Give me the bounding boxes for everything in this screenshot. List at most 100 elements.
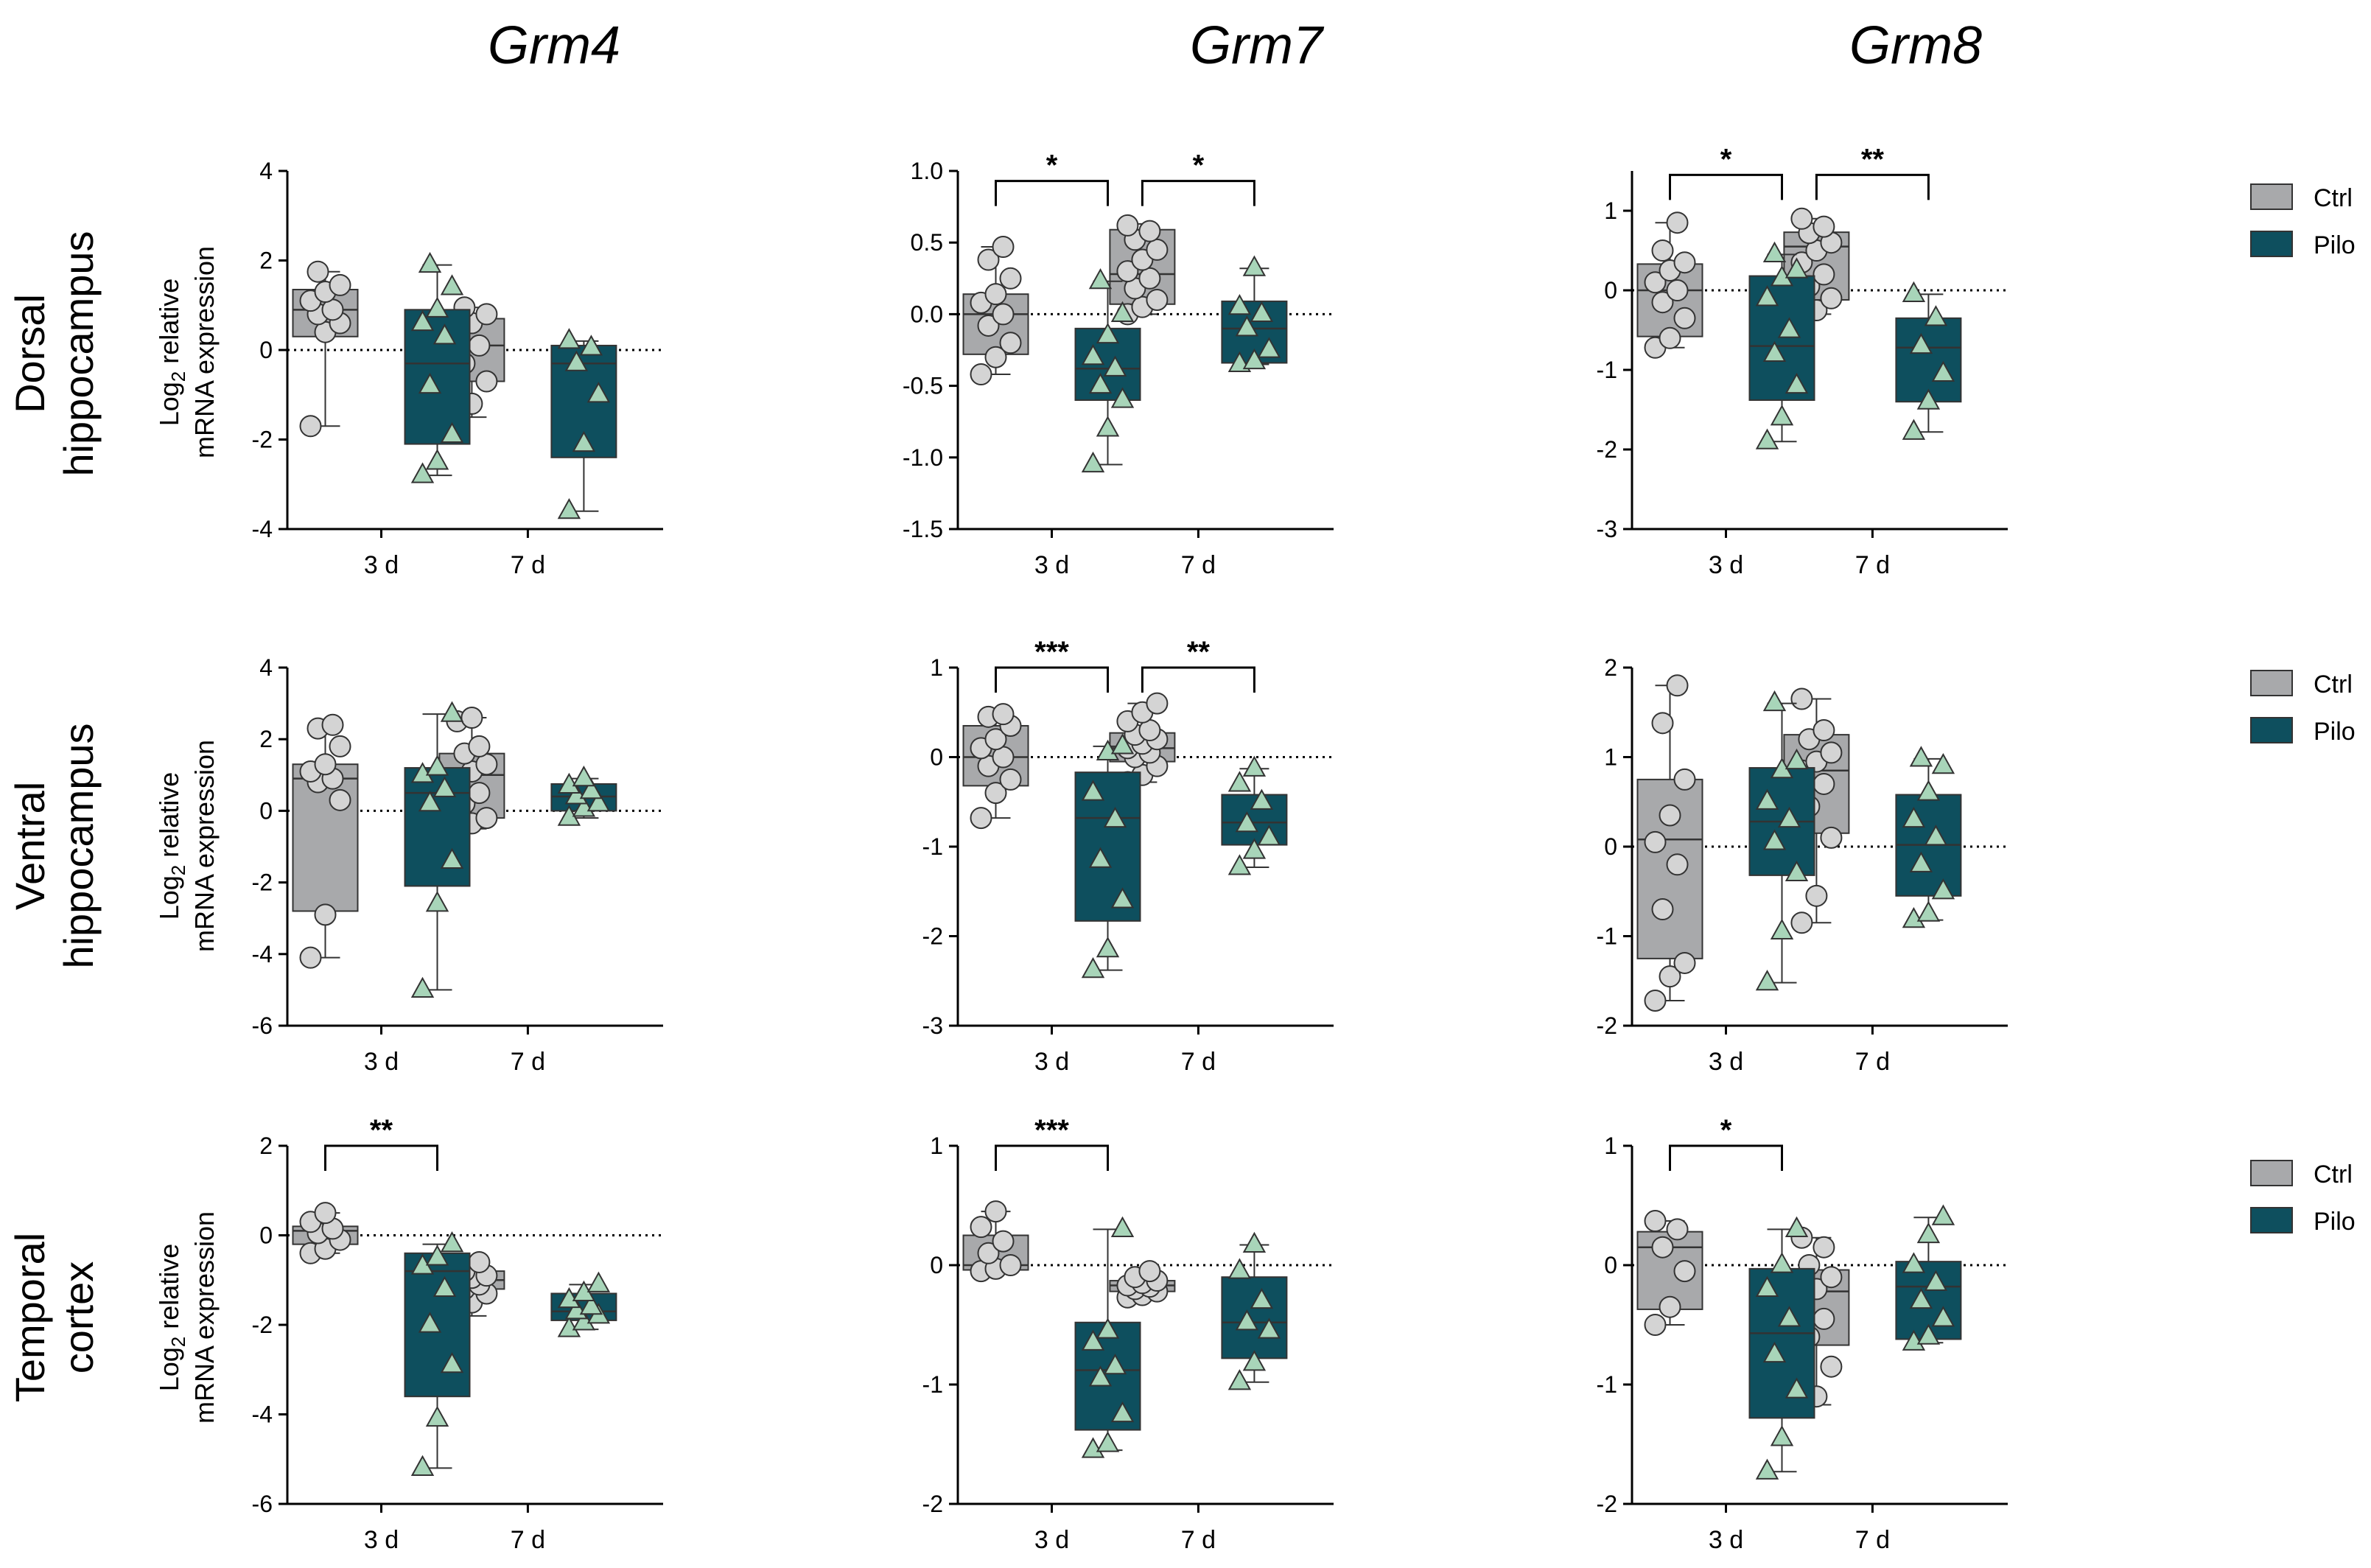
data-point-circle [475, 303, 498, 326]
panel-grm8-ventral: -2 -1 0 1 2 3 d 7 d [1597, 654, 2008, 1076]
data-point-triangle [1096, 416, 1120, 437]
data-point-circle [977, 248, 1000, 271]
data-point-triangle [1242, 1350, 1267, 1371]
data-point-triangle [1931, 752, 1955, 774]
data-point-circle [999, 332, 1022, 354]
panel-grm4-ventral: -6 -4 -2 0 2 4 3 d 7 d [252, 654, 663, 1076]
bracket-line [1141, 180, 1255, 206]
data-point-triangle [579, 1294, 603, 1315]
significance-label: ** [1861, 143, 1885, 175]
data-point-triangle [572, 765, 596, 787]
y-tick-label: -3 [922, 1012, 943, 1039]
significance-bracket: * [1669, 1114, 1783, 1171]
data-point-circle [329, 273, 351, 296]
y-axis-label-line1: Log2 relative [154, 1244, 189, 1392]
data-point-triangle [1931, 1306, 1955, 1327]
data-point-triangle [440, 274, 464, 295]
significance-label: ** [1187, 636, 1211, 668]
data-point-circle [1666, 211, 1689, 234]
x-tick-label: 7 d [511, 1526, 545, 1554]
data-point-circle [1651, 712, 1674, 735]
data-point-circle [1146, 238, 1169, 261]
y-tick-label: 0 [930, 1252, 943, 1278]
data-point-triangle [1088, 847, 1113, 868]
y-tick-label: -4 [252, 516, 273, 542]
data-point-triangle [1250, 788, 1274, 810]
iqr-box [1748, 275, 1815, 402]
legend-row-1: Ctrl Pilo [2250, 183, 2356, 259]
ctrl-box-3d [962, 703, 1029, 830]
significance-label: * [1193, 150, 1205, 182]
data-point-circle [1673, 251, 1696, 274]
y-tick-label: -2 [252, 1312, 273, 1338]
data-point-circle [1813, 772, 1835, 795]
y-tick-label: 0 [1604, 277, 1617, 304]
figure-labels: Grm4 Grm7 Grm8 Dorsal hippocampus Ventra… [7, 16, 2356, 1424]
significance-label: * [1046, 150, 1058, 182]
data-point-circle [984, 346, 1007, 368]
y-tick-label: -4 [252, 941, 273, 967]
data-point-triangle [1785, 372, 1809, 394]
legend-ctrl-label: Ctrl [2314, 671, 2353, 699]
data-point-circle [1813, 1307, 1835, 1330]
x-tick-label: 3 d [364, 1526, 399, 1554]
y-tick-label: 1.0 [911, 158, 943, 184]
iqr-box [1895, 317, 1962, 403]
iqr-box [404, 1252, 471, 1398]
y-tick-label: -1 [922, 833, 943, 860]
data-point-triangle [1110, 1216, 1135, 1237]
pilo-box-7d [550, 765, 617, 826]
pilo-box-7d [1221, 755, 1288, 875]
data-point-triangle [432, 1275, 457, 1297]
data-point-circle [468, 735, 491, 757]
data-point-circle [1820, 1355, 1843, 1378]
bracket-line [324, 1144, 438, 1171]
x-tick-label: 7 d [511, 1048, 545, 1076]
y-tick-label: -2 [922, 923, 943, 950]
data-point-triangle [557, 498, 581, 519]
data-point-triangle [1242, 255, 1267, 276]
data-point-circle [1813, 1236, 1835, 1259]
legend-ctrl-swatch [2250, 1160, 2293, 1186]
data-point-triangle [1762, 690, 1787, 712]
data-point-triangle [1096, 1431, 1120, 1452]
y-tick-label: 1 [930, 1133, 943, 1159]
data-point-triangle [440, 1351, 464, 1373]
y-axis-label-subscript: 2 [167, 371, 189, 382]
y-tick-label: -2 [1597, 436, 1617, 463]
data-point-triangle [1257, 825, 1281, 846]
data-point-triangle [1096, 1317, 1120, 1339]
legend-pilo-label: Pilo [2314, 718, 2356, 746]
data-point-triangle [1755, 788, 1779, 810]
pilo-box-3d [404, 701, 471, 998]
data-point-triangle [1755, 969, 1779, 991]
legend-ctrl-swatch [2250, 183, 2293, 210]
y-tick-label: -6 [252, 1491, 273, 1517]
gene-title-grm4: Grm4 [488, 16, 620, 75]
data-point-circle [1813, 263, 1835, 286]
pilo-box-3d [1074, 268, 1141, 473]
y-axis-label-temporal: Log2 relative mRNA expression [154, 1211, 220, 1424]
y-tick-label: -6 [252, 1012, 273, 1039]
data-point-circle [329, 735, 351, 757]
data-point-circle [1644, 1314, 1667, 1336]
x-tick-label: 3 d [364, 1048, 399, 1076]
y-axis-label-relative: relative [154, 1244, 184, 1337]
data-point-circle [1138, 267, 1161, 290]
data-point-circle [1644, 989, 1667, 1012]
data-point-triangle [425, 1405, 449, 1427]
y-tick-label: 0 [259, 797, 273, 824]
data-point-circle [468, 1250, 491, 1273]
y-axis-label-relative: relative [154, 279, 184, 371]
data-point-circle [977, 314, 1000, 337]
data-point-circle [984, 782, 1007, 805]
legend-row-3: Ctrl Pilo [2250, 1160, 2356, 1236]
x-tick-label: 3 d [1034, 1526, 1069, 1554]
data-point-triangle [1235, 811, 1259, 833]
data-point-circle [1146, 288, 1169, 311]
y-tick-label: 0 [259, 1222, 273, 1249]
data-point-triangle [440, 847, 464, 869]
y-tick-label: 1 [1604, 197, 1617, 224]
data-point-circle [999, 267, 1022, 290]
